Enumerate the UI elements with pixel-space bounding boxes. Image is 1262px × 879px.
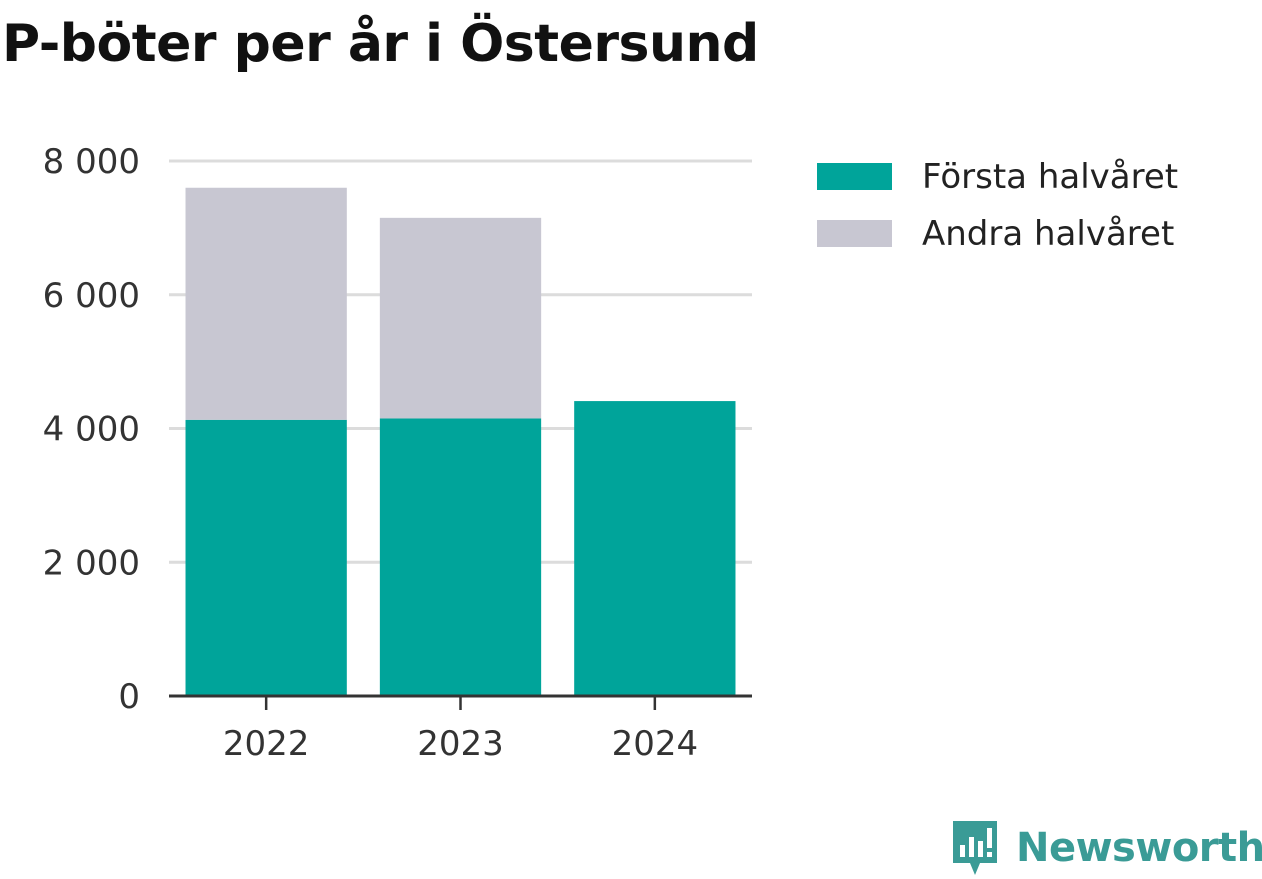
bar-second-half [185,187,347,420]
legend-item-first-half: Första halvåret [817,148,1178,205]
x-tick-label: 2023 [417,724,504,764]
x-tick-label: 2022 [223,724,310,764]
y-tick-label: 0 [118,677,140,717]
bar-second-half [379,217,542,419]
legend-item-second-half: Andra halvåret [817,205,1178,262]
bar-first-half [379,418,542,696]
legend-label-first-half: Första halvåret [922,156,1179,197]
newsworthy-branding[interactable]: Newsworthy [950,818,1262,878]
y-tick-label: 2 000 [43,543,140,583]
bars [185,187,736,696]
chart-title: P-böter per år i Östersund [2,14,759,74]
brand-name: Newsworthy [1016,825,1262,871]
axes: 0 2 000 4 000 6 000 8 000 2022 2023 2024 [43,142,752,764]
bar-chart: 0 2 000 4 000 6 000 8 000 2022 2023 2024 [43,142,752,764]
legend-label-second-half: Andra halvåret [922,213,1175,254]
legend: Första halvåret Andra halvåret [817,148,1178,262]
bar-first-half [574,401,736,696]
y-tick-label: 8 000 [43,142,140,182]
x-tick-label: 2024 [612,724,699,764]
y-tick-label: 6 000 [43,276,140,316]
newsworthy-logo-icon [953,821,997,875]
legend-swatch-second-half [817,220,892,247]
legend-swatch-first-half [817,163,892,190]
bar-first-half [185,419,347,696]
y-tick-label: 4 000 [43,410,140,450]
